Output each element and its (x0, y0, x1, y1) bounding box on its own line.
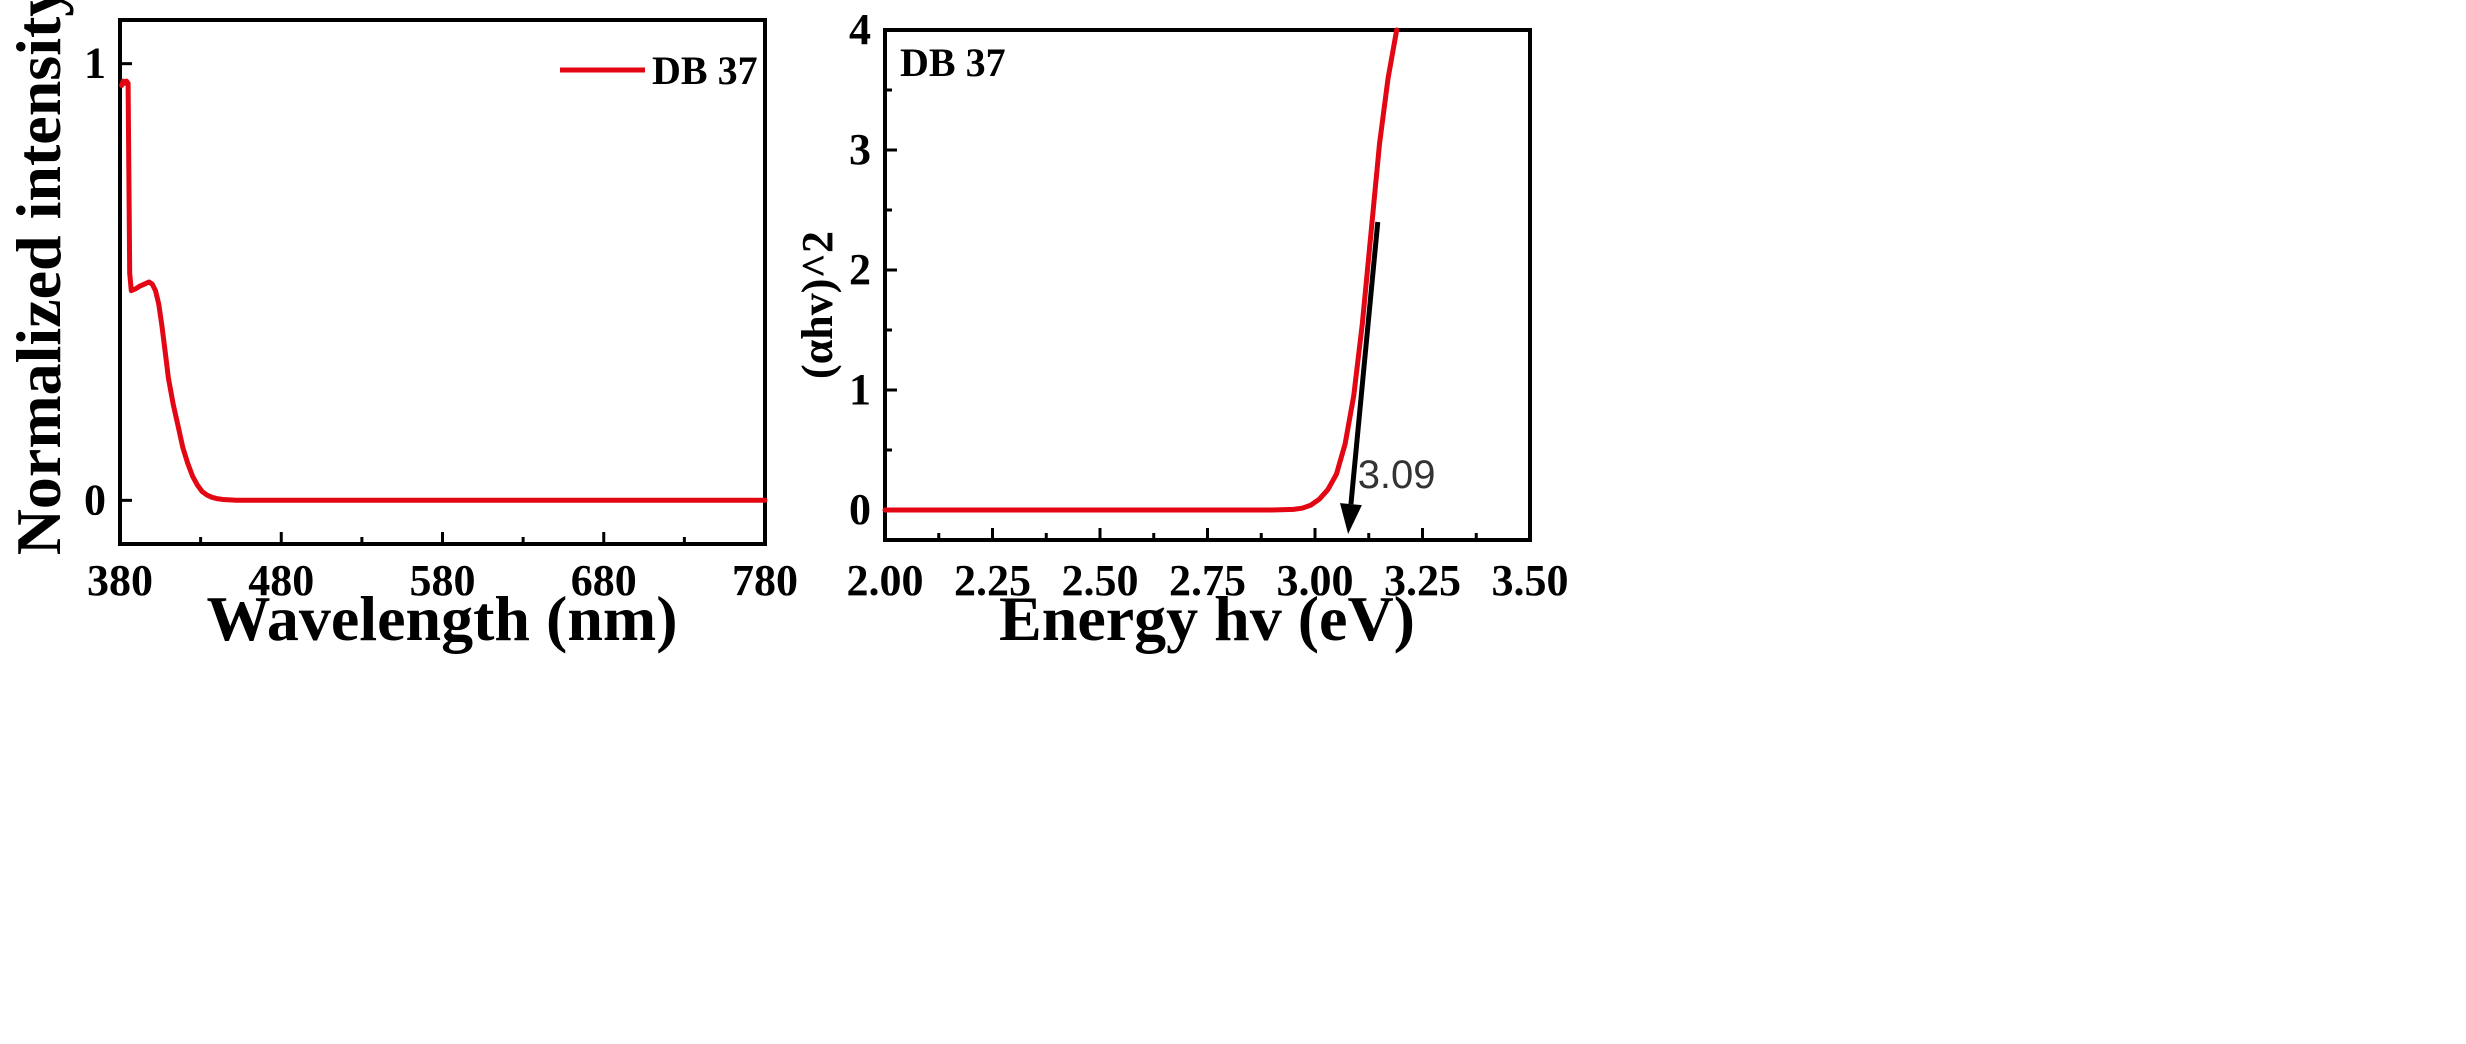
tauc-ticks (883, 28, 1532, 540)
absorption-y-tick-label: 0 (84, 475, 106, 524)
absorption-x-tick-label: 380 (87, 556, 153, 605)
bandgap-annotation: 3.09 (1358, 453, 1436, 497)
tangent-fit-line (1348, 221, 1381, 505)
tauc-y-tick-label: 1 (849, 365, 871, 414)
tauc-y-tick-label: 0 (849, 485, 871, 534)
absorption-x-axis-label: Wavelength (nm) (206, 583, 677, 654)
tauc-x-tick-label: 3.00 (1277, 556, 1354, 605)
tauc-y-tick-label: 4 (849, 5, 871, 54)
absorption-plot-frame (118, 18, 767, 546)
absorption-x-tick-label: 780 (732, 556, 798, 605)
absorption-ticks (118, 62, 767, 544)
absorption-tick-labels: 380 480 580 680 780 0 1 (84, 39, 798, 605)
tauc-x-tick-label: 3.50 (1492, 556, 1569, 605)
absorption-x-tick-label: 680 (571, 556, 637, 605)
absorption-x-tick-label: 580 (410, 556, 476, 605)
absorption-x-tick-label: 480 (248, 556, 314, 605)
absorption-curve (119, 78, 768, 503)
tangent-arrowhead (1339, 503, 1362, 534)
absorption-y-axis-label: Normalized intensity (3, 0, 74, 555)
tauc-x-tick-label: 2.50 (1062, 556, 1139, 605)
tauc-x-tick-label: 2.75 (1169, 556, 1246, 605)
tauc-chart: 2.00 2.25 2.50 2.75 3.00 3.25 3.50 0 1 2 3 4 3.09 D… (793, 5, 1569, 654)
tauc-y-tick-label: 3 (849, 125, 871, 174)
tauc-x-axis-label: Energy hv (eV) (999, 583, 1415, 654)
tauc-curve (882, 27, 1400, 513)
tauc-x-tick-label: 2.25 (954, 556, 1031, 605)
tauc-tick-labels: 2.00 2.25 2.50 2.75 3.00 3.25 3.50 0 1 2 3 4 (847, 5, 1569, 605)
tauc-x-tick-label: 3.25 (1384, 556, 1461, 605)
tauc-y-axis-label: (αhv)^2 (793, 231, 842, 379)
tauc-inset-label: DB 37 (900, 40, 1006, 85)
tauc-x-tick-label: 2.00 (847, 556, 924, 605)
legend-label: DB 37 (652, 48, 758, 93)
absorption-y-tick-label: 1 (84, 39, 106, 88)
tauc-y-tick-label: 2 (849, 245, 871, 294)
